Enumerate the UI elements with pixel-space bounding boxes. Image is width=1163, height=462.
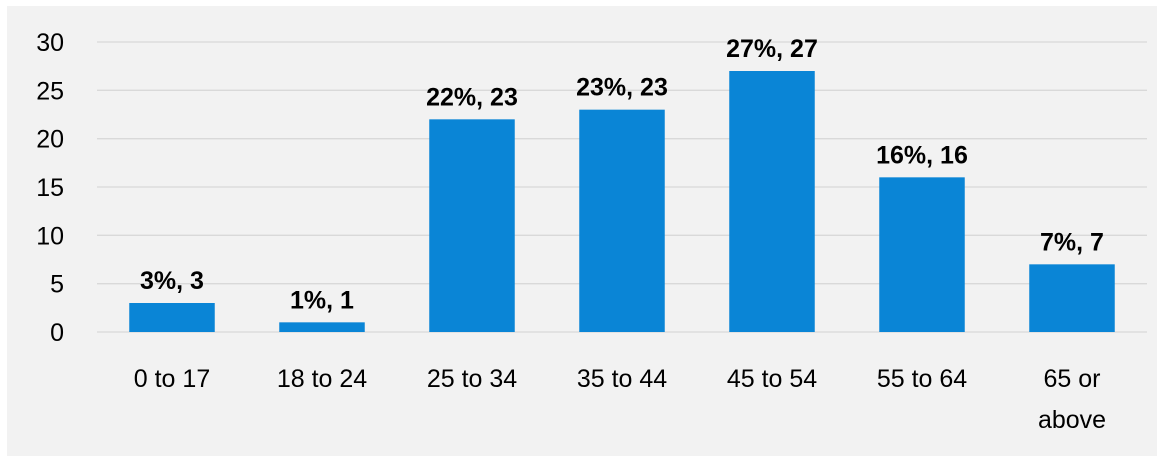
data-label: 23%, 23 <box>576 74 668 102</box>
bar <box>279 322 365 332</box>
bar <box>729 71 815 332</box>
y-tick-label: 20 <box>36 126 64 154</box>
data-label: 7%, 7 <box>1040 228 1104 256</box>
data-label: 22%, 23 <box>426 83 518 111</box>
y-tick-label: 15 <box>36 174 64 202</box>
x-tick-label: 0 to 17 <box>134 365 210 393</box>
y-tick-label: 5 <box>50 271 64 299</box>
x-tick-label: 55 to 64 <box>877 365 967 393</box>
bar <box>429 119 515 332</box>
data-label: 27%, 27 <box>726 35 818 63</box>
bar <box>1029 264 1115 332</box>
bar <box>579 109 665 333</box>
chart-area: 0 5 10 15 20 25 30 3%, 3 0 to 17 1%, 1 18 to 24 22%… <box>7 6 1157 456</box>
x-tick-label: 45 to 54 <box>727 365 817 393</box>
bar-chart: 0 5 10 15 20 25 30 3%, 3 0 to 17 1%, 1 18 to 24 22%… <box>36 29 1147 434</box>
data-label: 16%, 16 <box>876 141 968 169</box>
x-tick-label: 35 to 44 <box>577 365 667 393</box>
y-tick-label: 30 <box>36 29 64 57</box>
y-tick-label: 10 <box>36 222 64 250</box>
bar <box>879 177 965 332</box>
y-tick-label: 25 <box>36 77 64 105</box>
bar <box>129 303 215 332</box>
data-label: 1%, 1 <box>290 286 354 314</box>
x-tick-label: 18 to 24 <box>277 365 367 393</box>
data-label: 3%, 3 <box>140 267 204 295</box>
y-tick-label: 0 <box>50 319 64 347</box>
x-tick-label: 65 or above <box>1038 365 1106 434</box>
x-tick-label: 25 to 34 <box>427 365 517 393</box>
